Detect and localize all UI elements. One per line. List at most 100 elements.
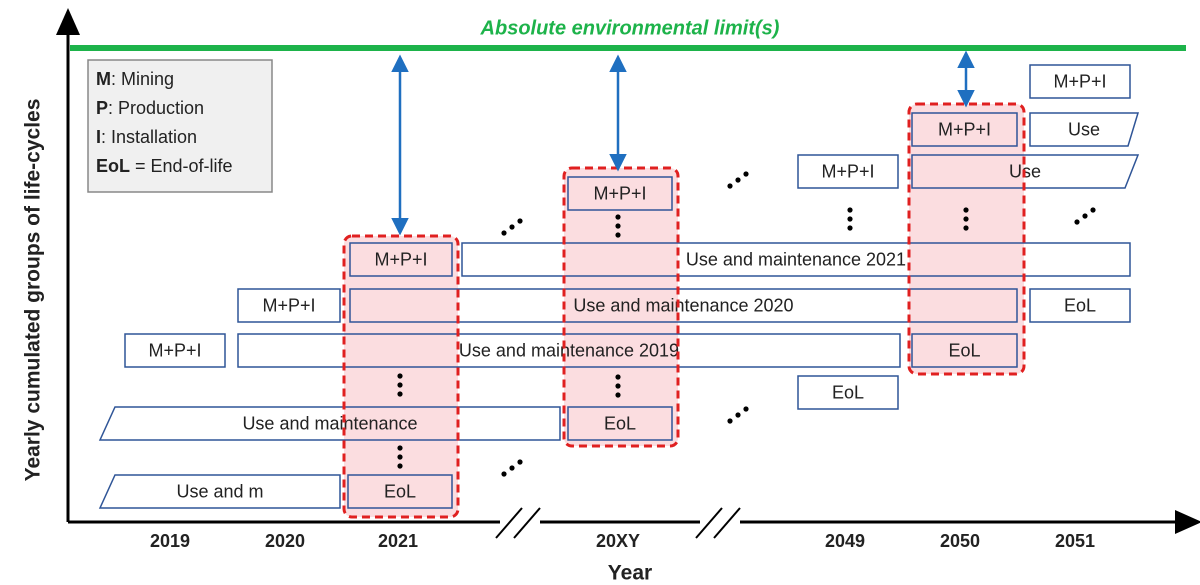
x-tick-label: 2021 — [378, 531, 418, 551]
x-tick-label: 2051 — [1055, 531, 1095, 551]
legend-key: P — [96, 98, 108, 118]
box — [98, 406, 561, 441]
x-tick-label: 2019 — [150, 531, 190, 551]
dot — [963, 225, 969, 231]
box-label: Use and maintenance 2019 — [459, 340, 679, 360]
dot — [615, 232, 621, 238]
dot — [501, 471, 507, 477]
box — [349, 288, 1018, 323]
dot — [615, 214, 621, 220]
legend-text: = End-of-life — [130, 156, 233, 176]
dot — [615, 392, 621, 398]
dot — [735, 412, 741, 418]
box — [347, 474, 453, 509]
dot — [615, 383, 621, 389]
ellipses — [397, 171, 1096, 477]
legend-key: I — [96, 127, 101, 147]
x-tick-label: 20XY — [596, 531, 640, 551]
axis-break — [713, 507, 741, 539]
dot — [397, 391, 403, 397]
box — [349, 242, 453, 277]
box — [237, 333, 901, 368]
y-axis-label: Yearly cumulated groups of life-cycles — [22, 99, 45, 482]
axis-breaks — [495, 507, 741, 539]
highlight-border — [907, 102, 1026, 376]
highlight-fill — [909, 104, 1024, 374]
dot — [735, 177, 741, 183]
distance-arrows — [391, 50, 975, 236]
legend-item: I: Installation — [96, 127, 197, 147]
box — [1029, 288, 1131, 323]
box-label: EoL — [384, 481, 416, 501]
legend: M: Mining P: Production I: Installation … — [87, 59, 273, 193]
box — [911, 333, 1018, 368]
box — [911, 154, 1140, 189]
dot — [847, 216, 853, 222]
dot — [847, 225, 853, 231]
box-label: M+P+I — [821, 161, 874, 181]
axis-break — [513, 507, 541, 539]
box-label: M+P+I — [938, 119, 991, 139]
dot — [397, 382, 403, 388]
dot — [1074, 219, 1080, 225]
box-label: M+P+I — [593, 183, 646, 203]
box — [567, 406, 673, 441]
box-label: EoL — [832, 382, 864, 402]
x-tick-label: 2049 — [825, 531, 865, 551]
dot — [743, 171, 749, 177]
box — [911, 112, 1018, 147]
dot — [501, 230, 507, 236]
dot — [1090, 207, 1096, 213]
dot — [727, 183, 733, 189]
box — [237, 288, 341, 323]
box-label: M+P+I — [1053, 71, 1106, 91]
dot — [509, 465, 515, 471]
legend-text: : Mining — [111, 69, 174, 89]
x-tick-label: 2050 — [940, 531, 980, 551]
box-label: Use and m — [176, 481, 263, 501]
boxes: Use and m EoL Use and maintenance EoL M+P+I U… — [98, 64, 1140, 509]
x-tick-label: 2020 — [265, 531, 305, 551]
box — [1029, 64, 1131, 99]
legend-text: : Installation — [101, 127, 197, 147]
highlight-border — [562, 166, 680, 448]
dot — [397, 454, 403, 460]
dot — [727, 418, 733, 424]
box-label: Use and maintenance 2020 — [573, 295, 793, 315]
dot — [615, 374, 621, 380]
legend-item: EoL = End-of-life — [96, 156, 233, 176]
highlight-borders — [342, 102, 1026, 519]
legend-item: M: Mining — [96, 69, 174, 89]
box-label: M+P+I — [148, 340, 201, 360]
dot — [397, 445, 403, 451]
dot — [397, 463, 403, 469]
dot — [1082, 213, 1088, 219]
dot — [517, 218, 523, 224]
dot — [509, 224, 515, 230]
box — [124, 333, 226, 368]
dot — [615, 223, 621, 229]
box — [797, 154, 899, 189]
box-label: M+P+I — [374, 249, 427, 269]
box-label: Use — [1068, 119, 1100, 139]
axes — [56, 8, 1200, 534]
box — [567, 176, 673, 211]
box — [1029, 112, 1140, 147]
dot — [963, 216, 969, 222]
box-label: M+P+I — [262, 295, 315, 315]
limit-label: Absolute environmental limit(s) — [480, 17, 780, 39]
legend-box — [87, 59, 273, 193]
legend-key: EoL — [96, 156, 130, 176]
x-axis-title: Year — [608, 562, 652, 585]
box — [461, 242, 1131, 277]
legend-item: P: Production — [96, 98, 204, 118]
dot — [743, 406, 749, 412]
dot — [847, 207, 853, 213]
box — [797, 375, 899, 410]
x-ticks: 2019 2020 2021 20XY 2049 2050 2051 — [150, 531, 1095, 551]
legend-key: M — [96, 69, 111, 89]
legend-text: : Production — [108, 98, 204, 118]
box — [98, 474, 341, 509]
highlight-border — [342, 234, 460, 519]
